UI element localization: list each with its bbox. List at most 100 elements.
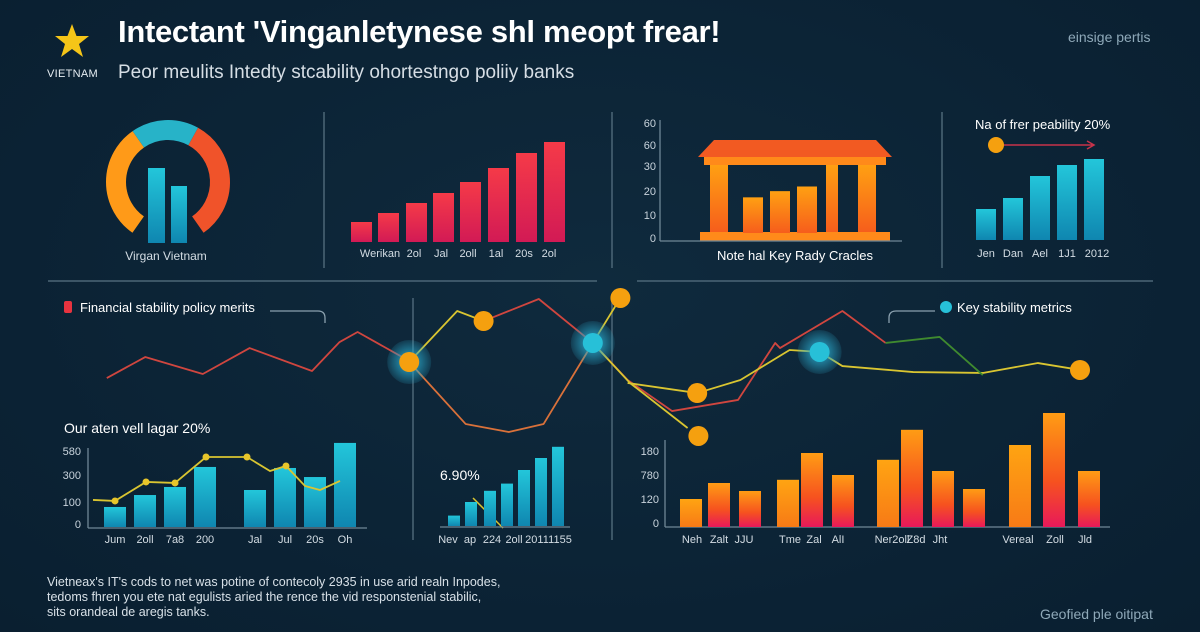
legend-label-policy-merits: Financial stability policy merits [80,300,255,315]
y-tick-label: 0 [652,518,659,530]
donut-inner-bar [148,168,165,243]
data-point-marker[interactable] [399,352,420,372]
page-title: Intectant 'Vinganletynese shl meopt frea… [118,14,721,49]
orange-bar [1043,413,1065,527]
trend-point [202,453,210,461]
y-tick-label: 10 [643,210,656,222]
data-point-marker[interactable] [809,341,830,362]
donut-caption: Virgan Vietnam [125,249,207,263]
y-tick-label: 60 [643,140,656,152]
legend-swatch-red [64,301,72,313]
teal-bar [976,209,996,240]
corner-note-bottom: Geofied ple oitipat [1040,606,1153,622]
top-right-chart-title: Na of frer peability 20% [975,117,1111,132]
bottom-middle-chart-title: 6.90% [440,467,480,483]
country-label: VIETNAM [47,68,98,80]
teal-bar [1030,176,1050,240]
teal-bar [194,466,216,527]
arrow-line [1002,140,1096,150]
red-bar [433,193,454,242]
teal-bar [448,515,460,526]
y-tick-label: 20 [643,186,656,198]
x-tick-label: Oh [337,534,353,546]
orange-bar [832,475,854,527]
trend-point [243,453,251,461]
y-tick-label: 300 [62,470,81,482]
orange-bar [739,491,761,527]
x-tick-label: JJU [734,534,754,546]
orange-bar [680,499,702,527]
teal-bar [304,477,326,527]
teal-bar [1003,198,1023,240]
footer-line: sits orandeal de aregis tanks. [47,605,210,619]
footer-line: Vietneax's IT's cods to net was potine o… [47,575,501,589]
orange-bar [877,459,899,527]
x-tick-label: Jum [104,534,126,546]
x-tick-label: 224 [482,534,502,546]
footer-paragraph: Vietneax's IT's cods to net was potine o… [47,575,500,620]
x-tick-label: Jld [1077,534,1093,546]
x-tick-label: 2011 [525,534,549,546]
x-tick-label: Jal [433,248,449,260]
teal-bar [274,467,296,527]
donut-slice-orange [106,131,145,233]
teal-bar [104,506,126,527]
data-point-marker[interactable] [687,383,708,404]
orange-bar [1009,445,1031,527]
data-point-marker[interactable] [582,332,603,353]
teal-bar [1057,165,1077,240]
y-tick-label: 780 [640,470,659,482]
x-tick-label: 1al [488,248,504,260]
x-tick-label: 2oll [459,248,477,260]
teal-bar [535,458,547,526]
teal-bar [518,470,530,526]
y-tick-label: 120 [640,494,659,506]
trend-point [171,479,179,487]
x-tick-label: Werikan [359,248,401,260]
orange-bar [932,471,954,527]
y-tick-label: 180 [640,446,659,458]
x-tick-label: 2012 [1084,248,1110,260]
marker-dot [988,137,1004,153]
bottom-left-chart-title: Our aten vell lagar 20% [64,420,211,436]
teal-bar [465,502,477,526]
donut-inner-bar [171,186,187,243]
teal-bar [1084,159,1104,240]
x-tick-label: Jht [932,534,948,546]
x-tick-label: 2oll [136,534,154,546]
teal-bar [552,446,564,526]
data-point-marker[interactable] [610,287,631,308]
line-series-red-a [106,331,410,379]
bank-bar [770,191,790,233]
data-point-marker[interactable] [1070,359,1090,380]
line-series-orange-u [408,342,594,433]
orange-bar [801,453,823,527]
bank-building-icon [698,140,892,241]
legend-bracket [270,310,326,323]
line-series-green [885,336,984,376]
red-bar [488,168,509,242]
donut-slice-red [187,127,230,233]
data-point-marker[interactable] [688,425,709,446]
x-tick-label: Tme [779,534,801,546]
x-tick-label: 20s [515,248,533,260]
x-tick-label: Neh [681,534,703,546]
y-tick-label: 0 [649,233,656,245]
data-point-marker[interactable] [473,311,494,332]
x-tick-label: Vereal [1002,534,1034,546]
teal-bar [334,442,356,527]
orange-bar [1078,471,1100,527]
y-tick-label: 100 [62,497,81,509]
teal-bar [484,490,496,526]
footer-line: tedoms fhren you ete nat egulists aried … [47,590,482,604]
legend-swatch-teal [940,301,952,313]
donut-slice-teal [132,120,199,148]
trend-point [282,462,290,470]
red-bar [460,182,481,242]
x-tick-label: 2ol [406,248,422,260]
line-series-red-b [483,298,887,412]
bank-chart-caption: Note hal Key Rady Cracles [716,248,874,263]
x-tick-label: Nev [438,534,458,546]
x-tick-label: Ael [1032,248,1048,260]
